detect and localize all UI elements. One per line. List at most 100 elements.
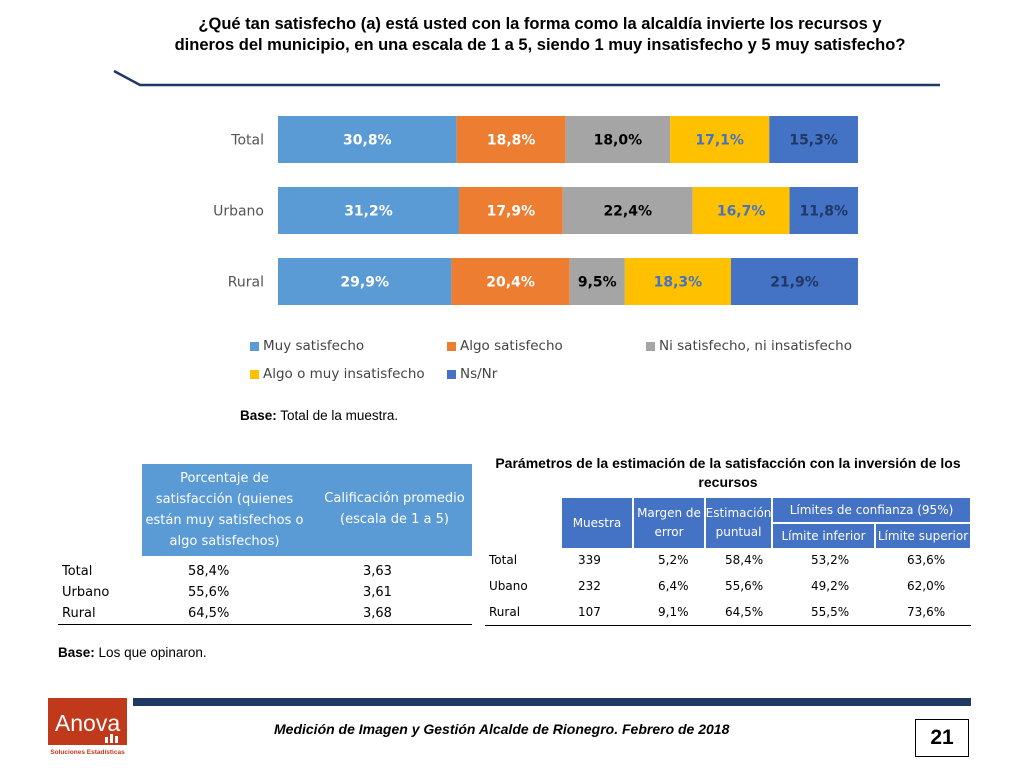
row-label: Rural — [62, 606, 96, 621]
category-label: Rural — [228, 275, 264, 291]
data-label: 16,7% — [717, 204, 766, 220]
legend-swatch — [250, 369, 259, 379]
data-label: 20,4% — [486, 275, 535, 291]
data-label: 15,3% — [789, 133, 838, 149]
bar-segment — [456, 116, 566, 163]
cell-estimacion: 64,5% — [725, 605, 764, 619]
cell-score: 3,68 — [363, 606, 392, 621]
category-label: Urbano — [213, 204, 264, 220]
left-table-header: Porcentaje de satisfacción (quienes está… — [142, 464, 472, 556]
data-label: 31,2% — [344, 204, 393, 220]
table-row: Total 58,4% 3,63 — [58, 562, 472, 583]
base-text: Total de la muestra. — [280, 408, 399, 423]
header-average-score: Calificación promedio (escala de 1 a 5) — [324, 491, 465, 527]
legend-swatch — [250, 341, 259, 351]
right-table-body: Total 339 5,2% 58,4% 53,2% 63,6% Ubano 2… — [485, 553, 971, 631]
cell-inferior: 55,5% — [811, 605, 850, 619]
cell-pct: 58,4% — [188, 564, 230, 579]
legend-item-muy: Muy satisfecho — [250, 338, 364, 354]
legend-label: Algo o muy insatisfecho — [263, 366, 425, 382]
cell-muestra: 232 — [578, 579, 601, 593]
header-limite-superior: Límite superior — [875, 523, 971, 549]
table-row: Ubano 232 6,4% 55,6% 49,2% 62,0% — [485, 579, 971, 605]
svg-text:Anova: Anova — [55, 710, 120, 736]
legend-swatch — [447, 369, 456, 379]
cell-score: 3,61 — [363, 585, 392, 600]
legend-label: Ns/Nr — [460, 366, 498, 382]
bar-segment — [278, 187, 459, 234]
data-label: 18,8% — [487, 133, 536, 149]
legend-item-ni: Ni satisfecho, ni insatisfecho — [646, 338, 852, 354]
data-label: 9,5% — [578, 275, 617, 291]
category-label: Total — [230, 133, 264, 149]
data-label: 21,9% — [770, 275, 819, 291]
row-label: Urbano — [62, 585, 110, 600]
bar-segment — [451, 258, 570, 305]
legend-swatch — [646, 341, 655, 351]
footer-text: Medición de Imagen y Gestión Alcalde de … — [274, 721, 730, 737]
bar-segment — [278, 258, 452, 305]
cell-muestra: 107 — [578, 605, 601, 619]
row-label: Ubano — [489, 579, 528, 593]
legend-label: Algo satisfecho — [460, 338, 563, 354]
table-bottom-rule — [485, 625, 971, 626]
cell-estimacion: 55,6% — [725, 579, 764, 593]
cell-inferior: 49,2% — [811, 579, 850, 593]
legend-label: Muy satisfecho — [263, 338, 365, 354]
row-label: Total — [489, 553, 518, 567]
cell-muestra: 339 — [578, 553, 601, 567]
cell-pct: 64,5% — [188, 606, 230, 621]
right-table-title: Parámetros de la estimación de la satisf… — [495, 455, 961, 490]
data-label: 17,9% — [487, 204, 536, 220]
legend-label: Ni satisfecho, ni insatisfecho — [659, 338, 852, 354]
svg-text:Soluciones Estadísticas: Soluciones Estadísticas — [50, 749, 125, 756]
header-margen: Margen de error — [633, 497, 705, 549]
cell-superior: 62,0% — [907, 579, 946, 593]
cell-superior: 63,6% — [907, 553, 946, 567]
legend-item-insat: Algo o muy insatisfecho — [250, 366, 425, 382]
header-muestra: Muestra — [561, 497, 633, 549]
bar-segment — [565, 116, 671, 163]
data-label: 18,3% — [654, 275, 703, 291]
left-table-body: Total 58,4% 3,63 Urbano 55,6% 3,61 Rural… — [58, 562, 472, 625]
data-label: 30,8% — [343, 133, 392, 149]
header-limites: Límites de confianza (95%) — [772, 497, 971, 523]
base-note: Base: Los que opinaron. — [58, 645, 207, 660]
footer-bar — [133, 698, 971, 706]
cell-margen: 9,1% — [658, 605, 689, 619]
page-number: 21 — [915, 719, 969, 757]
cell-estimacion: 58,4% — [725, 553, 764, 567]
table-bottom-rule — [58, 624, 472, 625]
anova-logo: Anova Soluciones Estadísticas — [48, 698, 127, 756]
data-label: 29,9% — [340, 275, 389, 291]
stacked-bar-chart: Total 30,8% 18,8% 18,0% 17,1% 15,3% Urbano 31,2… — [213, 116, 858, 305]
data-label: 17,1% — [695, 133, 744, 149]
cell-margen: 5,2% — [658, 553, 689, 567]
legend-swatch — [447, 341, 456, 351]
base-label: Base: — [240, 408, 277, 423]
bar-segment — [569, 258, 625, 305]
header-satisfaction-pct: Porcentaje de satisfacción (quienes está… — [145, 471, 304, 549]
bar-segment — [458, 187, 563, 234]
cell-inferior: 53,2% — [811, 553, 850, 567]
data-label: 11,8% — [799, 204, 848, 220]
base-note: Base: Total de la muestra. — [240, 408, 398, 423]
cell-margen: 6,4% — [658, 579, 689, 593]
bar-segment — [562, 187, 693, 234]
bar-segment — [278, 116, 457, 163]
table-row: Rural 64,5% 3,68 — [58, 604, 472, 625]
row-label: Rural — [489, 605, 521, 619]
table-row: Urbano 55,6% 3,61 — [58, 583, 472, 604]
cell-pct: 55,6% — [188, 585, 230, 600]
bar-segment — [670, 116, 770, 163]
bar-segment — [769, 116, 858, 163]
base-text: Los que opinaron. — [98, 645, 207, 660]
cell-superior: 73,6% — [907, 605, 946, 619]
cell-score: 3,63 — [363, 564, 392, 579]
header-estimacion: Estimación puntual — [705, 497, 772, 549]
data-label: 18,0% — [594, 133, 643, 149]
data-label: 22,4% — [603, 204, 652, 220]
table-row: Rural 107 9,1% 64,5% 55,5% 73,6% — [485, 605, 971, 631]
legend-item-algo: Algo satisfecho — [447, 338, 563, 354]
header-limite-inferior: Límite inferior — [772, 523, 875, 549]
